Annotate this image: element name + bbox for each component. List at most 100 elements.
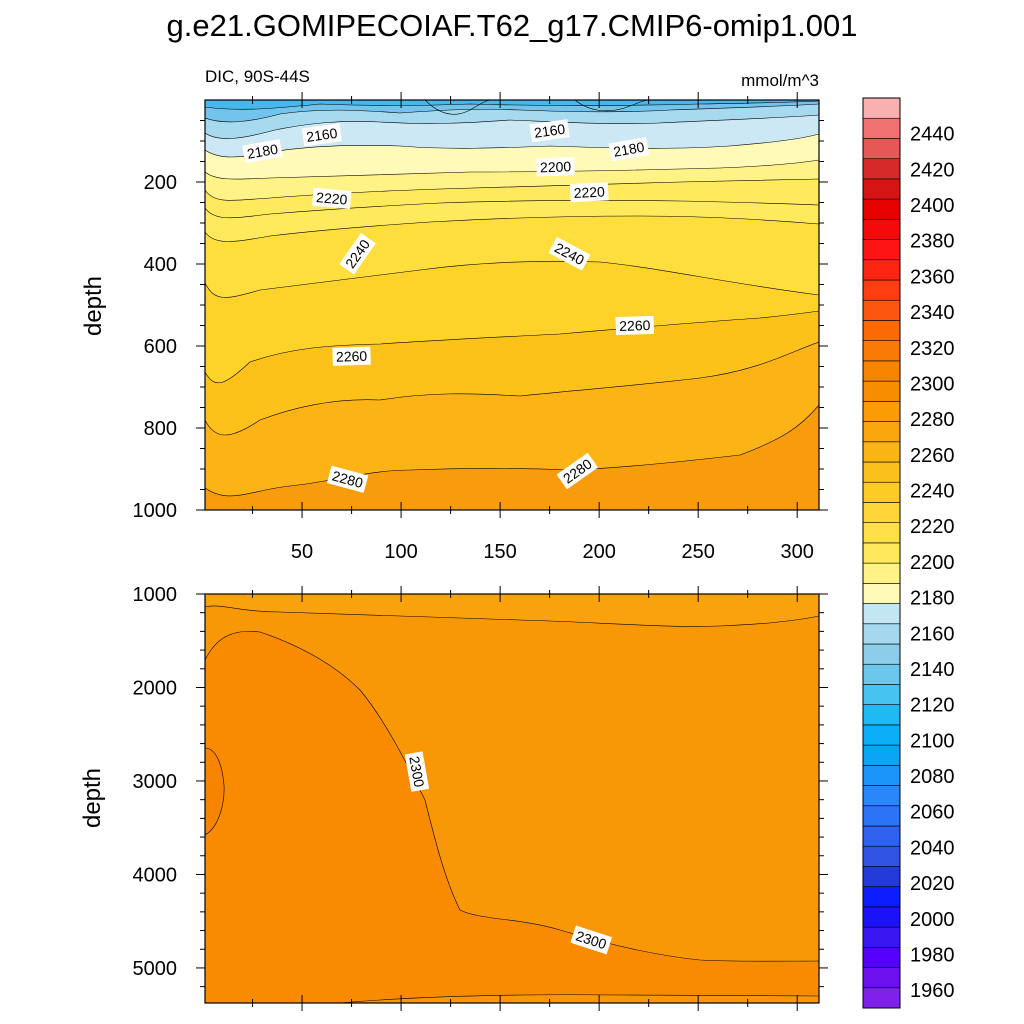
colorbar-tick-label: 2160 (910, 623, 955, 645)
contour-line (205, 178, 819, 201)
colorbar-box (862, 421, 901, 443)
colorbar-tick-label: 2060 (910, 802, 955, 824)
colorbar-tick-label: 2240 (910, 481, 955, 503)
colorbar-tick-label: 2180 (910, 588, 955, 610)
x-tick-label: 150 (483, 541, 516, 563)
chart-title: g.e21.GOMIPECOIAF.T62_g17.CMIP6-omip1.00… (167, 8, 858, 43)
lower-y-tick-labels: 1000 2000 3000 4000 5000 (133, 584, 178, 980)
colorbar-box (862, 906, 901, 928)
y-tick-label: 1000 (133, 500, 178, 522)
contour-line (205, 215, 819, 242)
contour-label-text: 2280 (330, 467, 364, 491)
colorbar-tick-labels: 2440 2420 2400 2380 2360 2340 2320 2300 2280 2260… (910, 124, 955, 1002)
contour-label-text: 2220 (573, 183, 605, 201)
colorbar-box (862, 178, 901, 200)
contour-label-bg (332, 346, 371, 366)
colorbar-tick-label: 2440 (910, 124, 955, 146)
x-tick-label: 250 (681, 541, 714, 563)
colorbar-tick-label: 2380 (910, 231, 955, 253)
colorbar-box (862, 441, 901, 463)
colorbar-box (862, 502, 901, 523)
y-tick-label: 800 (144, 418, 177, 440)
colorbar-tick-label: 2200 (910, 552, 955, 574)
contour-label-bg (404, 751, 430, 792)
x-tick-label: 200 (582, 541, 615, 563)
colorbar-box (862, 542, 901, 564)
contour-label-bg (242, 139, 283, 164)
colorbar-box (862, 765, 901, 786)
colorbar-tick-label: 2340 (910, 302, 955, 324)
contour-label-bg (536, 157, 575, 177)
colorbar-box (862, 320, 901, 341)
colorbar-box (862, 158, 901, 180)
contour-label-bg (615, 315, 655, 336)
colorbar-box (862, 704, 901, 726)
colorbar-box (862, 299, 901, 321)
colorbar-tick-label: 2400 (910, 195, 955, 217)
colorbar-boxes (862, 97, 901, 1009)
y-tick-label: 400 (144, 254, 177, 276)
contour-label-bg (608, 137, 650, 162)
colorbar-box (862, 117, 901, 139)
contour-label: 2180 (608, 137, 650, 162)
contour-label-bg (570, 925, 613, 955)
band-2150 (205, 100, 819, 122)
contour-line (205, 747, 225, 836)
colorbar-box (862, 401, 901, 422)
x-tick-label: 50 (291, 541, 313, 563)
contour-label: 2200 (536, 157, 575, 177)
colorbar-box (862, 825, 901, 847)
contour-label: 2220 (312, 187, 352, 210)
contour-line (205, 341, 819, 436)
contour-line (205, 103, 819, 123)
contour-line (339, 994, 819, 1003)
contour-line (205, 100, 819, 110)
contour-label: 2280 (326, 465, 369, 493)
colorbar-box (862, 663, 901, 685)
upper-axis-ticks (196, 92, 828, 518)
colorbar-box (862, 219, 901, 240)
colorbar-box (862, 684, 901, 705)
contour-label-bg (548, 236, 591, 271)
colorbar-tick-label: 2140 (910, 659, 955, 681)
colorbar-box (862, 845, 901, 867)
colorbar-tick-label: 1960 (910, 980, 955, 1002)
y-tick-label: 2000 (133, 677, 178, 699)
colorbar-box (862, 805, 901, 827)
colorbar-box (862, 461, 901, 483)
y-tick-label: 4000 (133, 864, 178, 886)
upper-x-tick-labels: 50 100 150 200 250 300 (291, 541, 814, 563)
upper-panel: 50 100 150 200 250 300 200 400 600 800 1000 depth… (80, 92, 828, 563)
y-tick-label: 600 (144, 336, 177, 358)
contour-label: 2300 (404, 751, 430, 792)
colorbar-box (862, 623, 901, 645)
colorbar: 2440 2420 2400 2380 2360 2340 2320 2300 2280 2260… (862, 97, 955, 1009)
colorbar-box (862, 886, 901, 908)
contour-label-text: 2180 (246, 141, 280, 162)
colorbar-box (862, 360, 901, 382)
colorbar-box (862, 562, 901, 584)
colorbar-tick-label: 2220 (910, 516, 955, 538)
contour-label-text: 2220 (316, 189, 349, 208)
x-tick-label: 100 (384, 541, 417, 563)
lower-contour-lines (205, 605, 819, 1003)
variable-region-label: DIC, 90S-44S (205, 67, 310, 86)
contour-label-bg (339, 233, 376, 275)
lower-plot-frame (204, 593, 820, 1004)
colorbar-box (862, 967, 901, 989)
colorbar-tick-label: 2120 (910, 695, 955, 717)
contour-label-bg (312, 187, 352, 210)
colorbar-box (862, 340, 901, 362)
colorbar-box (862, 380, 901, 402)
contour-line (205, 200, 819, 219)
contour-line (205, 605, 819, 627)
contour-line (205, 310, 819, 384)
colorbar-tick-label: 2020 (910, 873, 955, 895)
contour-line (205, 404, 819, 497)
contour-label-bg (326, 465, 369, 493)
lower-y-axis-label: depth (79, 768, 106, 828)
contour-line (205, 630, 819, 962)
contour-label: 2160 (301, 123, 342, 147)
